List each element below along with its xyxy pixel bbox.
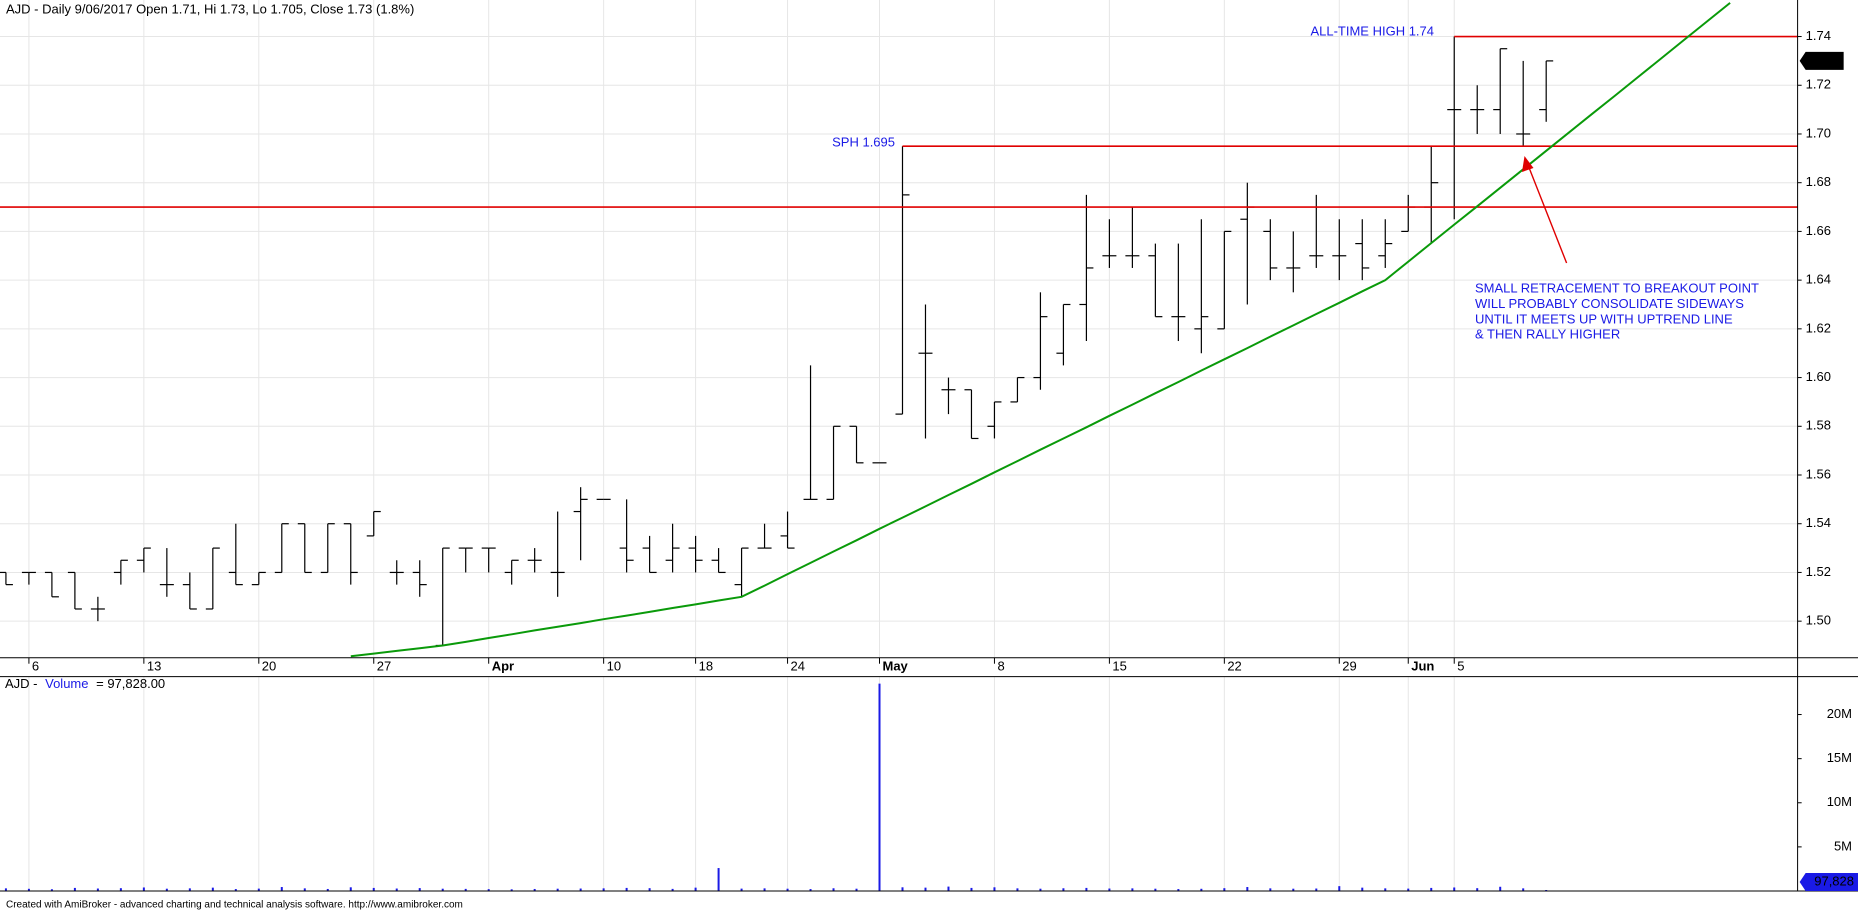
y-tick-label: 1.56 [1806,466,1831,481]
y-tick-label: 1.66 [1806,223,1831,238]
y-tick-label: 20M [1827,706,1852,721]
x-tick-label: 29 [1342,658,1356,673]
x-tick-label: 5 [1457,658,1464,673]
labels-layer: AJD - Daily 9/06/2017 Open 1.71, Hi 1.73… [5,1,1858,911]
y-tick-label: 1.74 [1806,28,1831,43]
volume-marks [4,683,1548,891]
y-tick-label: 1.62 [1806,320,1831,335]
arrow-head [1522,156,1534,172]
y-tick-label: 1.52 [1806,564,1831,579]
volume-title-part: Volume [45,676,88,691]
close-label-box [1799,51,1844,70]
x-tick-label: 6 [32,658,39,673]
grid-layer [0,0,1802,891]
x-tick-label: 10 [607,658,621,673]
arrow [1527,164,1568,264]
y-tick-label: 1.54 [1806,515,1831,530]
x-tick-label: 27 [377,658,391,673]
note-line: WILL PROBABLY CONSOLIDATE SIDEWAYS [1475,296,1744,311]
note-line: & THEN RALLY HIGHER [1475,326,1620,341]
axes-layer [0,0,1858,892]
volume-label-box [1799,873,1858,891]
x-tick-label: 24 [791,658,805,673]
volume-label: 97,828 [1814,873,1854,888]
close-label: 1.73 [1810,52,1835,67]
annotation: SPH 1.695 [832,134,895,149]
x-tick-label: Jun [1411,658,1434,673]
y-tick-label: 1.68 [1806,174,1831,189]
y-tick-label: 1.58 [1806,418,1831,433]
y-tick-label: 10M [1827,794,1852,809]
x-tick-label: 8 [997,658,1004,673]
y-tick-label: 15M [1827,750,1852,765]
volume-title: AJD - Volume = 97,828.00 [5,676,165,691]
x-tick-label: May [883,658,909,673]
x-tick-label: 13 [147,658,161,673]
price-marks [0,2,1798,658]
y-tick-label: 1.60 [1806,369,1831,384]
y-tick-label: 5M [1834,838,1852,853]
x-tick-label: 22 [1227,658,1241,673]
chart-title: AJD - Daily 9/06/2017 Open 1.71, Hi 1.73… [6,1,414,16]
x-tick-label: 20 [262,658,276,673]
y-tick-label: 1.70 [1806,125,1831,140]
y-tick-label: 1.50 [1806,613,1831,628]
trendline [350,2,1731,658]
volume-title-part: = 97,828.00 [96,676,165,691]
annotation: ALL-TIME HIGH 1.74 [1310,23,1434,38]
footer: Created with AmiBroker - advanced charti… [6,900,463,911]
note-line: SMALL RETRACEMENT TO BREAKOUT POINT [1475,280,1759,295]
note-line: UNTIL IT MEETS UP WITH UPTREND LINE [1475,311,1733,326]
x-tick-label: Apr [492,658,514,673]
volume-title-part: AJD - [5,676,38,691]
x-tick-label: 15 [1112,658,1126,673]
x-tick-label: 18 [699,658,713,673]
y-tick-label: 1.72 [1806,77,1831,92]
y-tick-label: 1.64 [1806,272,1831,287]
